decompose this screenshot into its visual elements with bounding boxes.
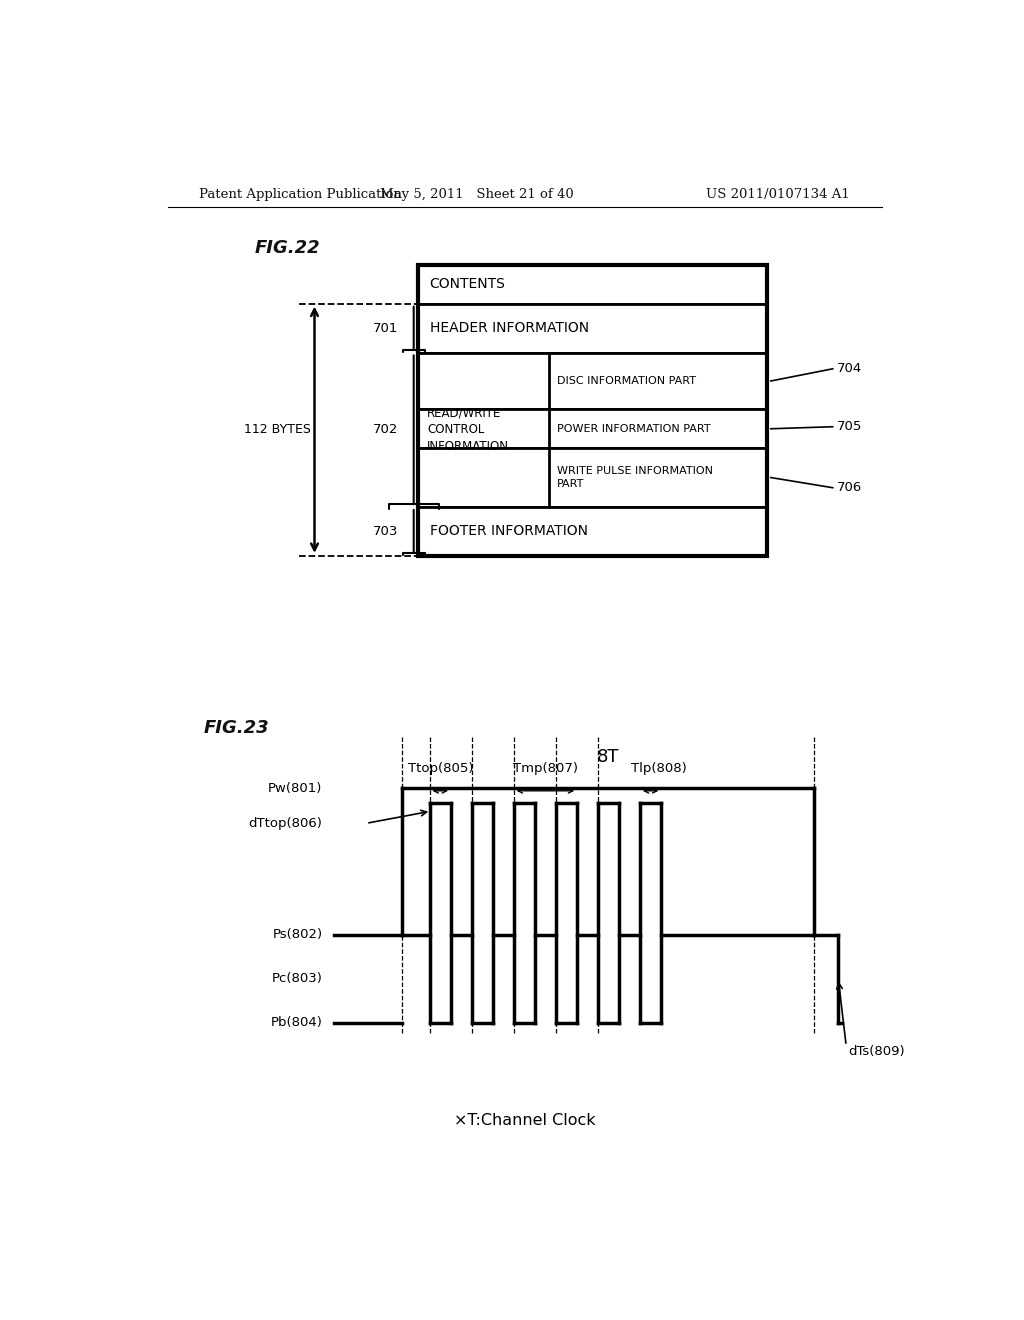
Text: 704: 704 [837, 362, 862, 375]
Text: FIG.23: FIG.23 [204, 718, 269, 737]
Bar [418, 447, 767, 507]
Text: HEADER INFORMATION: HEADER INFORMATION [430, 321, 589, 335]
Bar [418, 352, 767, 409]
Bar [418, 265, 767, 304]
Text: FIG.22: FIG.22 [255, 239, 321, 257]
Bar [418, 265, 767, 556]
Text: Pb(804): Pb(804) [270, 1016, 323, 1030]
Text: Pw(801): Pw(801) [268, 781, 323, 795]
Text: FOOTER INFORMATION: FOOTER INFORMATION [430, 524, 588, 539]
Text: Patent Application Publication: Patent Application Publication [200, 189, 402, 202]
Text: Ttop(805): Ttop(805) [408, 762, 473, 775]
Text: ×T:Channel Clock: ×T:Channel Clock [454, 1114, 596, 1129]
Bar [418, 507, 767, 556]
Text: 705: 705 [837, 420, 862, 433]
Text: 8T: 8T [597, 748, 620, 766]
Text: WRITE PULSE INFORMATION
PART: WRITE PULSE INFORMATION PART [557, 466, 713, 488]
Text: 706: 706 [837, 482, 862, 494]
Bar [418, 409, 767, 447]
Text: May 5, 2011   Sheet 21 of 40: May 5, 2011 Sheet 21 of 40 [380, 189, 574, 202]
Text: POWER INFORMATION PART: POWER INFORMATION PART [557, 424, 711, 434]
Text: dTtop(806): dTtop(806) [249, 817, 323, 830]
Text: Tlp(808): Tlp(808) [631, 762, 686, 775]
Text: 703: 703 [373, 525, 397, 539]
Text: Pc(803): Pc(803) [271, 972, 323, 985]
Text: US 2011/0107134 A1: US 2011/0107134 A1 [707, 189, 850, 202]
Text: Ps(802): Ps(802) [272, 928, 323, 941]
Text: READ/WRITE
CONTROL
INFORMATION: READ/WRITE CONTROL INFORMATION [427, 407, 509, 453]
Text: CONTENTS: CONTENTS [430, 277, 506, 292]
Text: Tmp(807): Tmp(807) [513, 762, 578, 775]
Text: 702: 702 [373, 424, 397, 437]
Text: dTs(809): dTs(809) [848, 1044, 904, 1057]
Text: 701: 701 [373, 322, 397, 335]
Text: 112 BYTES: 112 BYTES [244, 424, 310, 437]
Text: DISC INFORMATION PART: DISC INFORMATION PART [557, 376, 695, 385]
Bar [418, 304, 767, 352]
